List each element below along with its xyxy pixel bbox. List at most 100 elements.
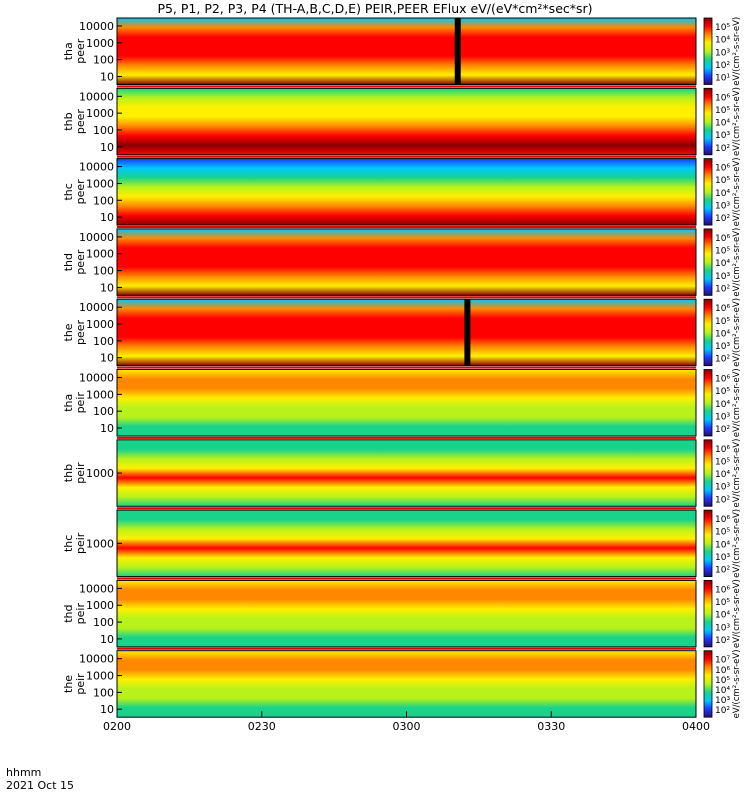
panel-the_peer: 10000 1000 100 10 the peer 10⁶ 10⁵ 10⁴ 10³ 10² eV/(… (62, 298, 742, 369)
colorbar-title-the_peer: eV/(cm²-s-sr-eV) (732, 298, 742, 367)
colorbar-title-thc_peer: eV/(cm²-s-sr-eV) (732, 157, 742, 226)
colorbar-tick-thc_peer-4: 10² (715, 214, 730, 224)
colorbar-tick-the_peir-3: 10⁴ (715, 686, 730, 696)
ytick-label-the_peer-2: 100 (93, 335, 114, 348)
xtick-label-2: 0300 (393, 720, 421, 733)
ytick-label-tha_peir-1: 1000 (86, 388, 114, 401)
colorbar-thd_peer (703, 228, 713, 296)
panel-label-thb_peer-1: peer (74, 109, 87, 135)
colorbar-title-thd_peir: eV/(cm²-s-sr-eV) (732, 579, 742, 648)
colorbar-tick-thc_peir-0: 10⁶ (715, 515, 730, 525)
panel-frame-thd_peer (116, 228, 697, 296)
colorbar-tick-the_peer-3: 10³ (715, 342, 730, 352)
ytick-label-thc_peer-2: 100 (93, 194, 114, 207)
colorbar-tick-the_peir-5: 10² (715, 706, 730, 716)
panel-frame-thb_peer (116, 87, 697, 156)
panel-frame-thc_peer (116, 158, 697, 226)
panel-label-the_peer-1: peer (74, 319, 87, 345)
ytick-label-thb_peir-0: 1000 (86, 467, 114, 480)
xtick-label-0: 0200 (103, 720, 131, 733)
ytick-label-thb_peer-1: 1000 (86, 107, 114, 120)
colorbar-thc_peer (703, 158, 713, 226)
colorbar-tick-thd_peer-2: 10⁴ (715, 259, 730, 269)
ytick-label-thd_peir-2: 100 (93, 616, 114, 629)
data-gap-tha_peer-0 (454, 18, 461, 85)
time-axis: 0200 0230 0300 0330 0400 (103, 711, 710, 733)
panel-label-thd_peir-0: thd (62, 605, 75, 623)
spectrogram-the_peir (117, 650, 696, 718)
spectrogram-thc_peir (117, 510, 696, 577)
spectrogram-thb_peir (117, 439, 696, 507)
colorbar-tick-thd_peir-1: 10⁵ (715, 598, 730, 608)
colorbar-tick-tha_peer-1: 10⁴ (715, 36, 730, 46)
ytick-label-thc_peer-0: 10000 (79, 161, 114, 174)
colorbar-the_peir (703, 650, 713, 718)
time-axis-unit-label: hhmm (6, 766, 42, 779)
colorbar-tick-tha_peir-4: 10² (715, 425, 730, 435)
ytick-label-the_peir-1: 1000 (86, 670, 114, 683)
colorbar-thc_peir (703, 509, 713, 578)
panel-label-thb_peer-0: thb (62, 112, 75, 130)
colorbar-tick-tha_peir-0: 10⁶ (715, 375, 730, 385)
colorbar-tha_peir (703, 369, 713, 437)
ytick-label-the_peir-0: 10000 (79, 653, 114, 666)
colorbar-title-tha_peir: eV/(cm²-s-sr-eV) (732, 368, 742, 437)
colorbar-tick-thb_peer-3: 10³ (715, 131, 730, 141)
colorbar-tick-tha_peir-1: 10⁵ (715, 387, 730, 397)
panel-label-thd_peer-0: thd (62, 253, 75, 271)
colorbar-thb_peer (703, 87, 713, 156)
colorbar-tick-the_peir-0: 10⁷ (715, 656, 730, 666)
colorbar-tick-thd_peer-4: 10² (715, 284, 730, 294)
ytick-label-the_peer-0: 10000 (79, 301, 114, 314)
ytick-label-tha_peir-0: 10000 (79, 372, 114, 385)
colorbar-tick-thc_peer-2: 10⁴ (715, 189, 730, 199)
ytick-label-the_peir-2: 100 (93, 686, 114, 699)
data-gap-the_peer-0 (464, 299, 471, 366)
colorbar-tick-thb_peir-0: 10⁶ (715, 445, 730, 455)
ytick-label-thc_peir-0: 1000 (86, 537, 114, 550)
panel-label-thc_peir-1: peir (74, 532, 87, 554)
panel-tha_peir: 10000 1000 100 10 tha peir 10⁶ 10⁵ 10⁴ 10³ 10² eV/(… (62, 368, 742, 439)
panel-label-tha_peir-0: tha (62, 394, 75, 412)
panel-thb_peer: 10000 1000 100 10 thb peer 10⁶ 10⁵ 10⁴ 10³ 10² eV/(… (62, 87, 742, 158)
ytick-label-thd_peer-2: 100 (93, 265, 114, 278)
panel-frame-thd_peir (116, 579, 697, 648)
colorbar-tick-thc_peer-1: 10⁵ (715, 176, 730, 186)
spectrogram-the_peer (117, 299, 696, 366)
spectrogram-tha_peir (117, 369, 696, 436)
ytick-label-thc_peer-3: 10 (100, 211, 114, 224)
figure-title: P5, P1, P2, P3, P4 (TH-A,B,C,D,E) PEIR,P… (157, 1, 593, 16)
panel-label-thb_peir-0: thb (62, 464, 75, 482)
panel-label-the_peir-1: peir (74, 673, 87, 695)
colorbar-tick-thb_peir-2: 10⁴ (715, 470, 730, 480)
panel-label-tha_peer-1: peer (74, 38, 87, 64)
colorbar-tick-tha_peir-3: 10³ (715, 412, 730, 422)
spectrogram-tha_peer (117, 18, 696, 85)
ytick-label-thd_peer-1: 1000 (86, 248, 114, 261)
colorbar-tick-thd_peer-1: 10⁵ (715, 247, 730, 257)
xtick-label-1: 0230 (248, 720, 276, 733)
ytick-label-tha_peer-0: 10000 (79, 20, 114, 33)
colorbar-tick-thc_peir-3: 10³ (715, 553, 730, 563)
colorbar-tick-the_peer-1: 10⁵ (715, 317, 730, 327)
colorbar-tick-thc_peir-4: 10² (715, 566, 730, 576)
colorbar-title-thb_peer: eV/(cm²-s-sr-eV) (732, 87, 742, 156)
ytick-label-tha_peer-2: 100 (93, 54, 114, 67)
colorbar-tick-thb_peir-1: 10⁵ (715, 457, 730, 467)
colorbar-tick-thb_peer-0: 10⁶ (715, 93, 730, 103)
panel-frame-tha_peir (116, 369, 697, 437)
panel-label-thc_peer-1: peer (74, 179, 87, 205)
colorbar-tick-thd_peir-2: 10⁴ (715, 611, 730, 621)
colorbar-tick-the_peer-4: 10² (715, 355, 730, 365)
colorbar-title-thd_peer: eV/(cm²-s-sr-eV) (732, 228, 742, 297)
ytick-label-thc_peer-1: 1000 (86, 177, 114, 190)
panel-label-thd_peir-1: peir (74, 603, 87, 625)
ytick-label-thb_peer-0: 10000 (79, 90, 114, 103)
panel-frame-tha_peer (116, 17, 697, 85)
colorbar-tick-tha_peer-4: 10¹ (715, 74, 730, 84)
ytick-label-thd_peer-0: 10000 (79, 231, 114, 244)
colorbar-title-thc_peir: eV/(cm²-s-sr-eV) (732, 509, 742, 578)
